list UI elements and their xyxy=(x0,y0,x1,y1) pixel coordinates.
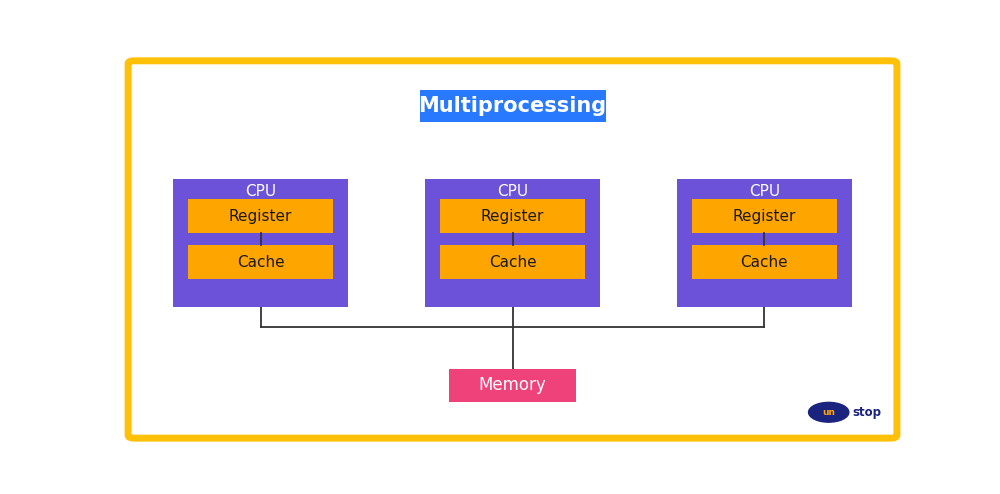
Text: Memory: Memory xyxy=(479,376,546,394)
Text: CPU: CPU xyxy=(749,184,780,199)
Text: Cache: Cache xyxy=(489,254,536,270)
Circle shape xyxy=(809,403,849,422)
FancyBboxPatch shape xyxy=(440,245,585,279)
FancyBboxPatch shape xyxy=(692,245,837,279)
FancyBboxPatch shape xyxy=(173,179,348,306)
Text: Cache: Cache xyxy=(741,254,788,270)
Text: Register: Register xyxy=(229,209,292,224)
FancyBboxPatch shape xyxy=(449,370,576,402)
FancyBboxPatch shape xyxy=(425,179,600,306)
FancyBboxPatch shape xyxy=(692,199,837,234)
Text: Register: Register xyxy=(733,209,796,224)
Text: CPU: CPU xyxy=(497,184,528,199)
Text: Multiprocessing: Multiprocessing xyxy=(418,96,607,116)
Text: Cache: Cache xyxy=(237,254,284,270)
FancyBboxPatch shape xyxy=(128,61,897,438)
Text: CPU: CPU xyxy=(245,184,276,199)
FancyBboxPatch shape xyxy=(188,199,333,234)
FancyBboxPatch shape xyxy=(440,199,585,234)
Text: stop: stop xyxy=(853,406,882,419)
FancyBboxPatch shape xyxy=(420,90,606,122)
FancyBboxPatch shape xyxy=(677,179,852,306)
Text: un: un xyxy=(822,408,835,417)
FancyBboxPatch shape xyxy=(188,245,333,279)
Text: Register: Register xyxy=(481,209,544,224)
